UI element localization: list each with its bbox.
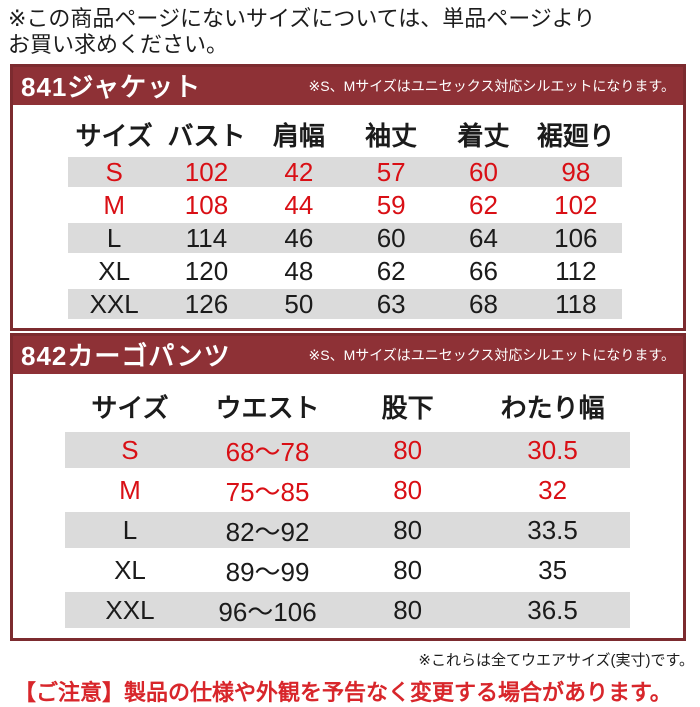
jacket-header-length: 着丈 xyxy=(457,121,510,152)
value-cell: 64 xyxy=(469,222,498,253)
value-cell: 126 xyxy=(184,288,229,319)
value-cell: 102 xyxy=(184,156,229,187)
jacket-size-table: サイズ バスト 肩幅 袖丈 着丈 裾廻り S 102 42 57 60 98 M… xyxy=(13,105,683,328)
jacket-row-l: L 114 46 60 64 106 xyxy=(68,222,622,253)
size-cell: M xyxy=(103,189,125,220)
value-cell: 89〜99 xyxy=(225,556,310,587)
value-cell: 50 xyxy=(284,288,314,319)
size-cell: XL xyxy=(98,255,131,286)
pants-row-m: M 75〜85 80 32 xyxy=(65,472,630,508)
jacket-header-sleeve: 袖丈 xyxy=(365,121,418,152)
value-cell: 98 xyxy=(561,156,591,187)
value-cell: 36.5 xyxy=(527,594,578,625)
size-cell: L xyxy=(122,514,138,545)
jacket-row-xl: XL 120 48 62 66 112 xyxy=(68,256,622,286)
top-note-line1: ※この商品ページにないサイズについては、単品ページより xyxy=(8,6,596,31)
jacket-table-header-row: サイズ バスト 肩幅 袖丈 着丈 裾廻り xyxy=(68,116,622,154)
value-cell: 57 xyxy=(376,156,406,187)
value-cell: 80 xyxy=(393,474,423,505)
value-cell: 68 xyxy=(469,288,498,319)
jacket-header-shoulder: 肩幅 xyxy=(272,121,325,152)
value-cell: 75〜85 xyxy=(225,476,310,507)
jacket-header-bust: バスト xyxy=(167,121,246,152)
value-cell: 120 xyxy=(184,255,229,286)
pants-row-l: L 82〜92 80 33.5 xyxy=(65,511,630,548)
value-cell: 59 xyxy=(376,189,406,220)
size-cell: S xyxy=(121,434,139,465)
pants-header-thigh: わたり幅 xyxy=(500,393,605,424)
jacket-header-size: サイズ xyxy=(75,121,153,152)
pants-section-banner: 842カーゴパンツ ※S、Mサイズはユニセックス対応シルエットになります。 xyxy=(13,335,683,374)
value-cell: 46 xyxy=(284,222,314,253)
value-cell: 60 xyxy=(376,222,406,253)
value-cell: 102 xyxy=(554,189,598,220)
jacket-header-hem: 裾廻り xyxy=(536,121,615,152)
pants-unisex-note: ※S、Mサイズはユニセックス対応シルエットになります。 xyxy=(308,346,676,363)
value-cell: 60 xyxy=(469,156,498,187)
jacket-unisex-note: ※S、Mサイズはユニセックス対応シルエットになります。 xyxy=(308,77,676,94)
jacket-section-title: 841ジャケット xyxy=(21,72,202,103)
jacket-row-s: S 102 42 57 60 98 xyxy=(68,156,622,187)
value-cell: 114 xyxy=(185,222,228,253)
pants-table-header-row: サイズ ウエスト 股下 わたり幅 xyxy=(65,386,630,428)
value-cell: 96〜106 xyxy=(218,596,317,627)
value-cell: 80 xyxy=(393,594,423,625)
jacket-row-xxl: XXL 126 50 63 68 118 xyxy=(68,288,622,319)
pants-row-xl: XL 89〜99 80 35 xyxy=(65,552,630,588)
value-cell: 68〜78 xyxy=(225,436,310,467)
pants-size-section: 842カーゴパンツ ※S、Mサイズはユニセックス対応シルエットになります。 サイ… xyxy=(10,332,686,641)
size-cell: M xyxy=(119,474,141,505)
size-cell: XL xyxy=(114,554,146,585)
size-cell: L xyxy=(106,222,122,253)
value-cell: 48 xyxy=(284,255,314,286)
value-cell: 66 xyxy=(469,255,498,286)
value-cell: 106 xyxy=(554,222,598,253)
value-cell: 42 xyxy=(284,156,314,187)
top-note-line2: お買い求めください。 xyxy=(8,31,229,57)
value-cell: 118 xyxy=(555,288,597,319)
value-cell: 30.5 xyxy=(527,434,578,465)
jacket-row-m: M 108 44 59 62 102 xyxy=(68,190,622,220)
jacket-section-banner: 841ジャケット ※S、Mサイズはユニセックス対応シルエットになります。 xyxy=(13,66,683,105)
pants-header-inseam: 股下 xyxy=(381,393,434,424)
value-cell: 33.5 xyxy=(527,514,578,545)
value-cell: 80 xyxy=(393,554,423,585)
size-cell: XXL xyxy=(89,288,139,319)
jacket-size-section: 841ジャケット ※S、Mサイズはユニセックス対応シルエットになります。 サイズ… xyxy=(10,63,686,331)
pants-header-waist: ウエスト xyxy=(215,393,320,424)
value-cell: 80 xyxy=(393,514,423,545)
pants-header-size: サイズ xyxy=(91,393,169,424)
wear-size-note: ※これらは全てウエアサイズ(実寸)です。 xyxy=(418,651,694,669)
caution-note: 【ご注意】製品の仕様や外観を予告なく変更する場合があります。 xyxy=(14,679,672,705)
value-cell: 62 xyxy=(469,189,498,220)
pants-row-xxl: XXL 96〜106 80 36.5 xyxy=(65,591,630,628)
value-cell: 63 xyxy=(376,288,406,319)
value-cell: 108 xyxy=(184,189,229,220)
size-cell: XXL xyxy=(105,594,155,625)
value-cell: 112 xyxy=(555,255,597,286)
value-cell: 44 xyxy=(284,189,314,220)
top-availability-note: ※この商品ページにないサイズについては、単品ページより お買い求めください。 xyxy=(8,6,700,58)
value-cell: 62 xyxy=(376,255,406,286)
size-cell: S xyxy=(105,156,123,187)
value-cell: 82〜92 xyxy=(225,516,310,547)
value-cell: 80 xyxy=(393,434,423,465)
value-cell: 32 xyxy=(538,474,568,505)
pants-section-title: 842カーゴパンツ xyxy=(21,341,231,372)
value-cell: 35 xyxy=(538,554,568,585)
pants-row-s: S 68〜78 80 30.5 xyxy=(65,431,630,468)
pants-size-table: サイズ ウエスト 股下 わたり幅 S 68〜78 80 30.5 M 75〜85… xyxy=(13,374,683,638)
